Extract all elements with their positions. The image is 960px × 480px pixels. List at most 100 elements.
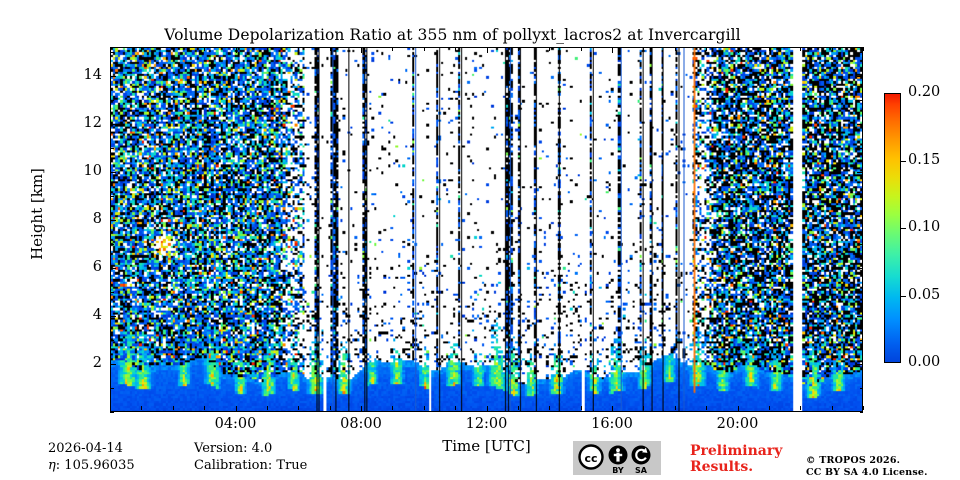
y-tick-minor xyxy=(110,291,114,293)
y-tick-label: 8 xyxy=(92,210,102,227)
x-tick-major xyxy=(361,47,362,53)
x-tick-minor xyxy=(266,47,268,51)
preliminary-results-note: Preliminary Results. xyxy=(690,443,782,475)
x-tick-label: 20:00 xyxy=(716,416,759,432)
x-tick-minor xyxy=(549,406,551,410)
x-tick-major xyxy=(486,406,488,412)
x-tick-minor xyxy=(298,406,300,410)
x-tick-minor xyxy=(800,406,802,410)
footer-eta: η: 105.96035 xyxy=(48,457,135,474)
y-tick-minor xyxy=(110,147,114,149)
x-tick-minor xyxy=(800,47,802,51)
x-tick-minor xyxy=(674,406,676,410)
heatmap-plot-area[interactable] xyxy=(110,47,863,412)
x-tick-minor xyxy=(580,406,582,410)
x-tick-minor xyxy=(706,47,708,51)
x-axis-ticks-top xyxy=(110,47,864,54)
colorbar[interactable] xyxy=(884,93,901,363)
y-tick-minor xyxy=(110,99,114,101)
x-tick-minor xyxy=(329,406,331,410)
heatmap-canvas xyxy=(111,48,862,411)
eta-value: : 105.96035 xyxy=(55,458,135,473)
badge-by-label: BY xyxy=(612,466,624,475)
colorbar-tick-label: 0.15 xyxy=(908,151,941,168)
copyright-line-2: CC BY SA 4.0 License. xyxy=(806,467,928,478)
x-tick-major xyxy=(486,47,488,53)
y-tick-major xyxy=(110,267,116,269)
y-axis-tick-labels: 2 4 6 8 10 12 14 xyxy=(66,47,102,412)
cc-by-sa-badge-icon[interactable]: cc BY SA xyxy=(573,441,661,475)
y-tick-major xyxy=(857,267,863,269)
x-tick-label: 04:00 xyxy=(214,416,257,432)
x-tick-major xyxy=(612,406,613,412)
x-tick-minor xyxy=(266,406,268,410)
y-tick-minor xyxy=(859,412,863,413)
y-tick-major xyxy=(857,171,863,173)
x-tick-label: 16:00 xyxy=(591,416,633,432)
y-tick-label: 10 xyxy=(83,162,102,179)
preliminary-line-2: Results. xyxy=(690,459,754,475)
y-tick-label: 14 xyxy=(83,66,102,83)
y-tick-minor xyxy=(859,243,863,245)
x-tick-minor xyxy=(517,406,519,410)
y-tick-minor xyxy=(110,243,114,245)
eta-symbol: η xyxy=(48,458,56,473)
x-axis-tick-labels: 04:00 08:00 12:00 16:00 20:00 xyxy=(110,416,863,436)
y-tick-minor xyxy=(110,51,114,53)
x-tick-minor xyxy=(768,406,770,410)
colorbar-tick xyxy=(901,228,906,229)
x-tick-minor xyxy=(674,47,676,51)
x-tick-minor xyxy=(831,47,833,51)
y-tick-minor xyxy=(110,339,114,341)
footer-date: 2026-04-14 xyxy=(48,441,123,456)
x-tick-label: 12:00 xyxy=(465,416,508,432)
svg-text:cc: cc xyxy=(584,452,597,465)
x-tick-major xyxy=(235,406,237,412)
y-tick-minor xyxy=(859,147,863,149)
y-tick-major xyxy=(857,219,863,221)
x-tick-major xyxy=(612,47,613,53)
x-tick-minor xyxy=(768,47,770,51)
y-tick-major xyxy=(857,123,863,125)
x-tick-minor xyxy=(392,47,394,51)
x-tick-minor xyxy=(831,406,833,410)
y-tick-minor xyxy=(859,51,863,53)
x-tick-minor xyxy=(204,406,206,410)
y-tick-minor xyxy=(859,195,863,197)
y-tick-major xyxy=(110,123,116,125)
x-tick-minor xyxy=(549,47,551,51)
footer-date-block: 2026-04-14 η: 105.96035 xyxy=(48,440,135,474)
y-tick-major xyxy=(110,219,116,221)
x-tick-minor xyxy=(298,47,300,51)
x-tick-minor xyxy=(863,47,864,51)
y-axis-ticks-left xyxy=(110,47,117,413)
x-tick-major xyxy=(235,47,237,53)
x-tick-minor xyxy=(329,47,331,51)
y-tick-minor xyxy=(859,291,863,293)
x-tick-minor xyxy=(392,406,394,410)
x-tick-major xyxy=(737,406,739,412)
x-tick-minor xyxy=(863,406,864,410)
footer-version-block: Version: 4.0 Calibration: True xyxy=(194,440,307,474)
x-tick-minor xyxy=(172,47,174,51)
footer-version: Version: 4.0 xyxy=(194,441,273,456)
y-tick-minor xyxy=(859,99,863,101)
x-tick-minor xyxy=(110,406,111,410)
colorbar-tick-label: 0.10 xyxy=(908,219,941,235)
y-tick-minor xyxy=(110,195,114,197)
y-tick-major xyxy=(110,315,116,317)
colorbar-ticks xyxy=(901,93,909,363)
x-tick-major xyxy=(361,406,362,412)
copyright-line-1: © TROPOS 2026. xyxy=(806,455,901,466)
x-tick-minor xyxy=(110,47,111,51)
x-tick-minor xyxy=(643,47,645,51)
y-tick-label: 2 xyxy=(92,354,102,371)
colorbar-tick-label: 0.05 xyxy=(908,286,941,303)
y-tick-major xyxy=(110,75,116,77)
x-tick-minor xyxy=(455,406,457,410)
y-axis-ticks-right xyxy=(856,47,863,413)
colorbar-gradient xyxy=(885,94,900,362)
x-tick-minor xyxy=(141,406,143,410)
x-tick-minor xyxy=(141,47,143,51)
